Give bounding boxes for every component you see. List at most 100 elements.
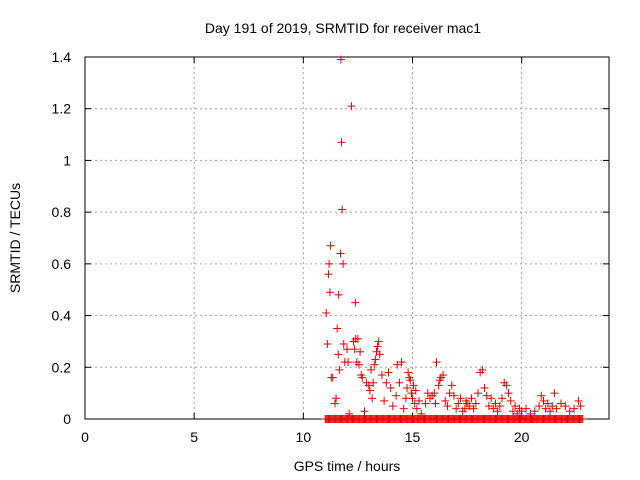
data-point	[550, 389, 559, 398]
data-point	[552, 404, 561, 413]
data-point	[388, 402, 397, 411]
data-point	[546, 407, 555, 416]
data-point	[392, 391, 401, 400]
data-point	[508, 407, 517, 416]
data-point	[410, 399, 419, 408]
data-point	[374, 337, 383, 346]
zero-point	[578, 415, 587, 423]
data-point	[487, 394, 496, 403]
data-point	[397, 358, 406, 367]
data-point	[432, 358, 441, 367]
grid	[85, 57, 609, 419]
data-point	[332, 394, 341, 403]
data-point	[369, 378, 378, 387]
data-point	[404, 368, 413, 377]
data-point	[328, 373, 337, 382]
data-point	[452, 404, 461, 413]
data-point	[548, 402, 557, 411]
data-point	[539, 396, 548, 405]
data-point	[399, 404, 408, 413]
data-point	[347, 102, 356, 111]
x-axis-label: GPS time / hours	[294, 458, 401, 474]
data-point	[565, 407, 574, 416]
data-point	[412, 404, 421, 413]
data-point	[530, 407, 539, 416]
data-point	[454, 399, 463, 408]
x-tick-label: 10	[296, 429, 312, 445]
data-point	[570, 404, 579, 413]
data-point	[465, 402, 474, 411]
data-point	[370, 360, 379, 369]
data-point	[406, 376, 415, 385]
data-point	[336, 55, 345, 64]
data-point	[386, 383, 395, 392]
data-point	[445, 389, 454, 398]
y-tick-label: 0.4	[52, 308, 72, 324]
data-point	[511, 402, 520, 411]
data-point	[393, 360, 402, 369]
y-tick-label: 0.6	[52, 256, 72, 272]
data-point	[556, 399, 565, 408]
data-point	[574, 396, 583, 405]
y-tick-label: 1.4	[52, 49, 72, 65]
data-point	[439, 371, 448, 380]
data-point	[561, 402, 570, 411]
data-point	[415, 396, 424, 405]
data-point	[330, 399, 339, 408]
chart-title: Day 191 of 2019, SRMTID for receiver mac…	[205, 20, 481, 36]
data-point	[434, 381, 443, 390]
data-point	[474, 389, 482, 398]
data-point	[395, 378, 404, 387]
y-tick-label: 1	[63, 152, 71, 168]
data-point	[360, 407, 369, 416]
x-tick-label: 15	[405, 429, 421, 445]
data-point	[338, 205, 347, 214]
data-point	[408, 394, 417, 403]
y-tick-label: 0.2	[52, 359, 72, 375]
plot-frame	[84, 56, 610, 420]
data-point	[430, 389, 439, 398]
data-point	[491, 399, 500, 408]
data-point	[343, 345, 351, 354]
data-point	[535, 402, 544, 411]
data-point	[478, 365, 487, 374]
data-point	[467, 394, 476, 403]
data-point	[368, 394, 377, 403]
data-point	[441, 396, 450, 405]
data-point	[526, 409, 535, 418]
data-point	[322, 308, 331, 317]
data-point	[449, 391, 458, 400]
data-point	[351, 298, 360, 307]
data-point	[334, 290, 343, 299]
y-tick-label: 1.2	[52, 101, 72, 117]
data-point	[489, 404, 498, 413]
y-axis-label: SRMTID / TECUs	[7, 183, 23, 293]
data-point	[443, 402, 452, 411]
data-point	[407, 389, 416, 398]
data-point	[506, 396, 515, 405]
data-point	[498, 394, 507, 403]
data-points	[321, 55, 587, 423]
x-tick-label: 20	[514, 429, 530, 445]
data-point	[421, 399, 430, 408]
data-point	[353, 334, 362, 343]
data-point	[522, 404, 531, 413]
data-point	[541, 404, 550, 413]
x-tick-label: 0	[81, 429, 89, 445]
x-tick-label: 5	[190, 429, 198, 445]
data-point	[382, 378, 391, 387]
data-point	[469, 404, 478, 413]
data-point	[495, 402, 504, 411]
data-point	[373, 342, 382, 351]
data-point	[345, 409, 354, 418]
data-point	[403, 383, 412, 392]
data-point	[344, 358, 353, 367]
data-point	[493, 407, 502, 416]
data-point	[504, 389, 513, 398]
data-point	[411, 386, 420, 395]
data-point	[482, 391, 491, 400]
data-point	[326, 241, 335, 250]
data-point	[334, 350, 343, 359]
data-point	[460, 404, 469, 413]
data-point	[417, 409, 426, 418]
